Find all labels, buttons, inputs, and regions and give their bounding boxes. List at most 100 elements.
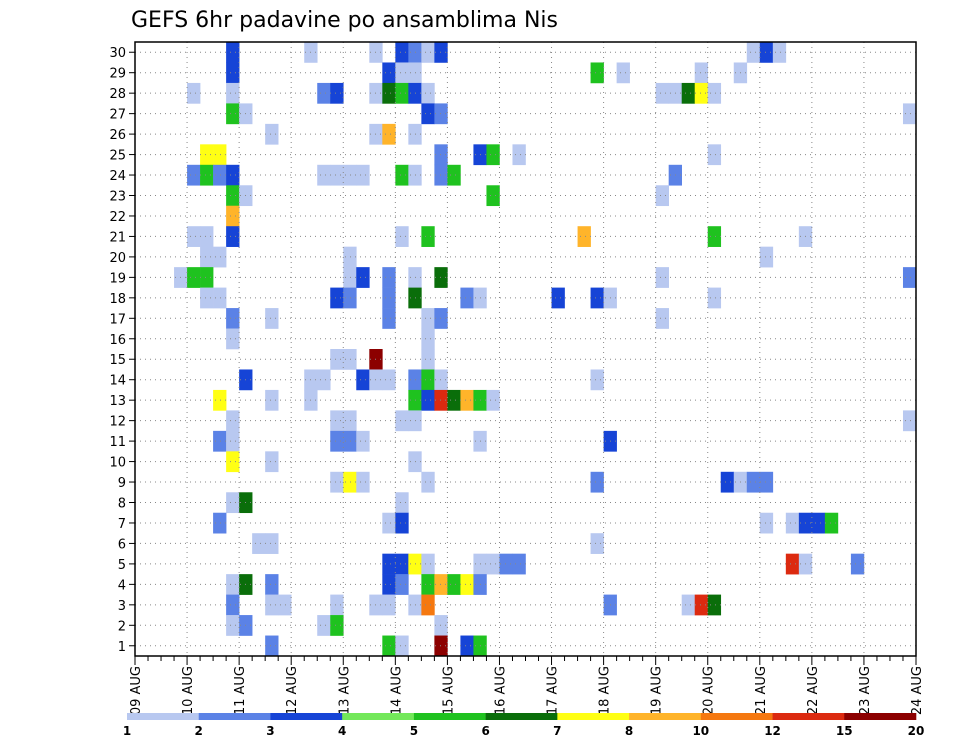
x-tick-label: 18 AUG [598, 666, 613, 715]
heatmap-cell [200, 226, 214, 247]
heatmap-cell [421, 226, 435, 247]
heatmap-cell [759, 512, 774, 534]
heatmap-cell [330, 164, 344, 186]
heatmap-cell [213, 430, 227, 452]
heatmap-cell [382, 82, 396, 104]
heatmap-cell [330, 594, 344, 616]
heatmap-cell [811, 512, 826, 534]
heatmap-cell [226, 103, 240, 125]
colorbar-label: 15 [836, 724, 853, 738]
y-tick-label: 9 [118, 476, 126, 491]
heatmap-cell [395, 42, 409, 63]
heatmap-cell [460, 389, 474, 411]
heatmap-cell [681, 594, 696, 616]
heatmap-cell [707, 144, 722, 166]
heatmap-cell [694, 62, 709, 84]
y-tick-label: 21 [109, 230, 126, 245]
heatmap-cell [213, 164, 227, 186]
heatmap-cell [226, 82, 240, 104]
colorbar-swatch [700, 713, 773, 720]
x-tick-label: 11 AUG [233, 666, 248, 715]
heatmap-cell [902, 267, 917, 288]
heatmap-cell [590, 287, 604, 309]
heatmap-cell [486, 389, 500, 411]
heatmap-cell [382, 512, 396, 534]
heatmap-cell [434, 308, 448, 329]
heatmap-cell [187, 82, 201, 104]
heatmap-cell [655, 308, 669, 329]
heatmap-cell [460, 635, 474, 657]
heatmap-cell [434, 144, 448, 166]
heatmap-cell [499, 553, 513, 575]
colorbar-label: 4 [338, 724, 346, 738]
heatmap-cell [421, 82, 435, 104]
y-tick-label: 8 [118, 497, 126, 512]
heatmap-cell [356, 471, 370, 493]
heatmap-cell [213, 389, 227, 411]
colorbar-swatch [198, 713, 271, 720]
heatmap-cell [655, 267, 669, 288]
heatmap-cell [759, 246, 774, 268]
y-tick-label: 17 [109, 312, 126, 327]
colorbar-swatch [342, 713, 415, 720]
heatmap-cell [382, 553, 396, 575]
heatmap-cell [317, 615, 331, 636]
colorbar-label: 1 [123, 724, 131, 738]
grid-lines [135, 42, 916, 656]
heatmap-cell [265, 308, 279, 329]
heatmap-cell [486, 144, 500, 166]
heatmap-cell [512, 553, 526, 575]
heatmap-cell [382, 369, 396, 391]
heatmap-cell [694, 82, 709, 104]
heatmap-cell [187, 164, 201, 186]
heatmap-cell [434, 267, 448, 288]
heatmap-cell [421, 369, 435, 391]
colorbar-swatch [844, 713, 917, 720]
heatmap-cell [395, 574, 409, 595]
heatmap-cell [694, 594, 709, 616]
heatmap-cell [434, 615, 448, 636]
heatmap-cell [434, 42, 448, 63]
x-tick-label: 17 AUG [546, 666, 561, 715]
heatmap-cell [226, 451, 240, 473]
heatmap-cell [265, 451, 279, 473]
colorbar-swatch [557, 713, 630, 720]
heatmap-cell [226, 328, 240, 350]
heatmap-cell [226, 205, 240, 227]
x-tick-label: 16 AUG [493, 666, 508, 715]
heatmap-cell [707, 226, 722, 247]
heatmap-cell [512, 144, 526, 166]
heatmap-cell [382, 574, 396, 595]
colorbar-label: 7 [553, 724, 561, 738]
heatmap-cell [343, 287, 357, 309]
x-tick-label: 19 AUG [650, 666, 665, 715]
heatmap-cell [902, 410, 917, 432]
heatmap-cell [252, 533, 266, 554]
heatmap-cell [226, 62, 240, 84]
heatmap-cells [174, 42, 917, 657]
heatmap-cell [447, 574, 461, 595]
heatmap-cell [421, 308, 435, 329]
heatmap-cell [343, 410, 357, 432]
y-tick-label: 2 [118, 619, 126, 634]
heatmap-cell [330, 471, 344, 493]
x-tick-label: 14 AUG [389, 666, 404, 715]
heatmap-cell [707, 82, 722, 104]
colorbar-label: 20 [908, 724, 925, 738]
heatmap-cell [434, 369, 448, 391]
heatmap-cell [265, 594, 279, 616]
colorbar-label: 6 [481, 724, 489, 738]
chart-title: GEFS 6hr padavine po ansamblima Nis [131, 8, 558, 33]
heatmap-cell [759, 42, 774, 63]
colorbar-label: 2 [195, 724, 203, 738]
y-tick-label: 6 [118, 537, 126, 552]
y-tick-label: 26 [109, 128, 126, 143]
y-tick-label: 5 [118, 558, 126, 573]
y-tick-label: 27 [109, 108, 126, 123]
heatmap-cell [447, 164, 461, 186]
heatmap-cell [486, 553, 500, 575]
colorbar-label: 10 [692, 724, 709, 738]
heatmap-cell [226, 308, 240, 329]
y-tick-label: 22 [109, 210, 126, 225]
